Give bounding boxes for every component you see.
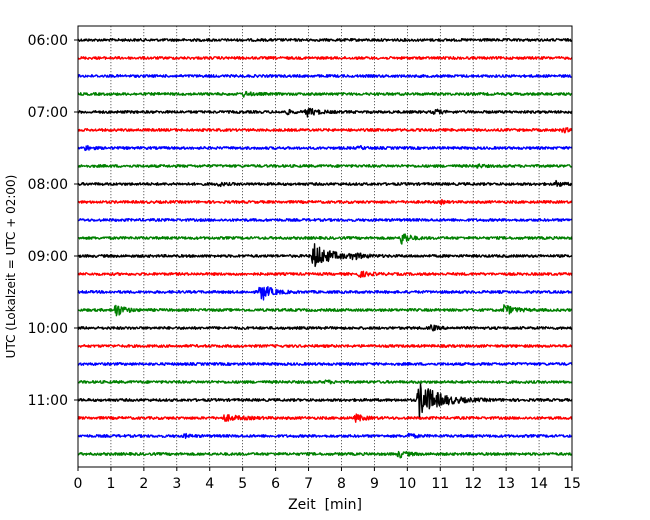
trace-line-1130 [77, 432, 573, 439]
x-tick-label: 3 [172, 476, 181, 492]
trace-line-0615 [77, 56, 573, 60]
y-tick-label: 07:00 [28, 105, 68, 121]
y-tick-label: 06:00 [28, 33, 68, 49]
trace-line-1100 [77, 383, 573, 420]
trace-line-0745 [77, 163, 573, 169]
y-axis-label: UTC (Lokalzeit = UTC + 02:00) [4, 175, 18, 359]
trace-line-1000 [77, 324, 573, 332]
trace-line-0900 [77, 243, 573, 268]
x-tick-label: 4 [205, 476, 214, 492]
trace-line-0930 [77, 286, 573, 301]
x-tick-label: 15 [563, 476, 581, 492]
trace-line-0630 [77, 74, 573, 78]
x-tick-label: 2 [139, 476, 148, 492]
x-tick-label: 13 [497, 476, 515, 492]
trace-line-0915 [77, 270, 573, 279]
x-tick-label: 0 [74, 476, 83, 492]
plot-frame [77, 25, 573, 468]
trace-line-1030 [77, 362, 573, 366]
x-tick-label: 6 [271, 476, 280, 492]
x-axis-ticks: 0 1 2 3 4 5 6 7 8 9 10 11 12 13 14 15 [74, 467, 581, 492]
x-axis-label: Zeit [min] [288, 497, 362, 513]
trace-group [77, 38, 573, 459]
x-tick-label: 7 [304, 476, 313, 492]
trace-line-0715 [77, 127, 573, 134]
x-tick-label: 11 [431, 476, 449, 492]
y-tick-label: 11:00 [28, 393, 68, 409]
trace-line-1045 [77, 379, 573, 385]
x-tick-label: 12 [464, 476, 482, 492]
x-tick-label: 8 [337, 476, 346, 492]
y-axis-ticks: 06:00 07:00 08:00 09:00 10:00 11:00 [28, 33, 78, 409]
trace-line-0600 [77, 38, 573, 42]
x-tick-label: 1 [106, 476, 115, 492]
trace-line-0830 [77, 218, 573, 222]
trace-line-0800 [77, 179, 573, 188]
trace-line-0845 [77, 233, 573, 245]
trace-line-0945 [77, 304, 573, 317]
trace-line-1145 [77, 450, 573, 459]
y-tick-label: 09:00 [28, 249, 68, 265]
trace-line-0815 [77, 198, 573, 206]
y-tick-label: 10:00 [28, 321, 68, 337]
trace-line-0700 [77, 107, 573, 118]
trace-line-1115 [77, 413, 573, 423]
trace-line-1015 [77, 344, 573, 348]
x-tick-label: 14 [530, 476, 548, 492]
x-tick-label: 10 [398, 476, 416, 492]
trace-line-0730 [77, 144, 573, 152]
x-tick-label: 9 [370, 476, 379, 492]
trace-line-0645 [77, 90, 573, 98]
y-tick-label: 08:00 [28, 177, 68, 193]
x-tick-label: 5 [238, 476, 247, 492]
